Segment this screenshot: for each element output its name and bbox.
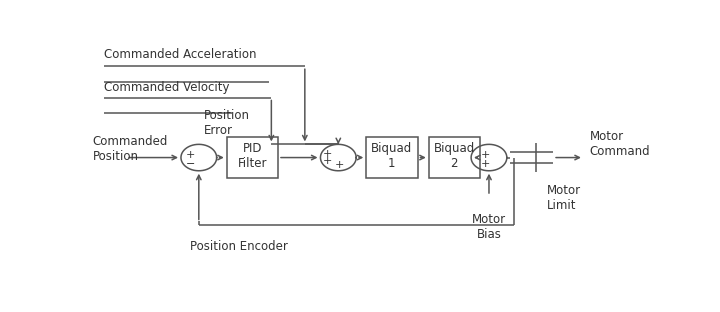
Bar [227, 137, 278, 178]
Text: −: − [186, 158, 195, 168]
Text: Motor
Command: Motor Command [590, 130, 650, 158]
Text: Position
Error: Position Error [204, 109, 250, 137]
Text: +: + [323, 149, 333, 159]
Text: +: + [481, 150, 490, 160]
Text: Position Encoder: Position Encoder [190, 240, 288, 253]
Bar [428, 137, 480, 178]
Text: Biquad
2: Biquad 2 [433, 142, 475, 170]
Text: Commanded Acceleration: Commanded Acceleration [104, 48, 256, 61]
Text: Commanded
Position: Commanded Position [93, 135, 168, 163]
Text: +: + [323, 156, 333, 166]
Text: Biquad
1: Biquad 1 [372, 142, 413, 170]
Text: Motor
Bias: Motor Bias [472, 213, 506, 241]
Text: +: + [481, 158, 490, 168]
Text: Commanded Velocity: Commanded Velocity [104, 81, 230, 95]
Bar [366, 137, 418, 178]
Text: +: + [335, 160, 344, 170]
Text: PID
Filter: PID Filter [238, 142, 267, 170]
Text: +: + [186, 150, 195, 160]
Text: Motor
Limit: Motor Limit [546, 184, 580, 212]
